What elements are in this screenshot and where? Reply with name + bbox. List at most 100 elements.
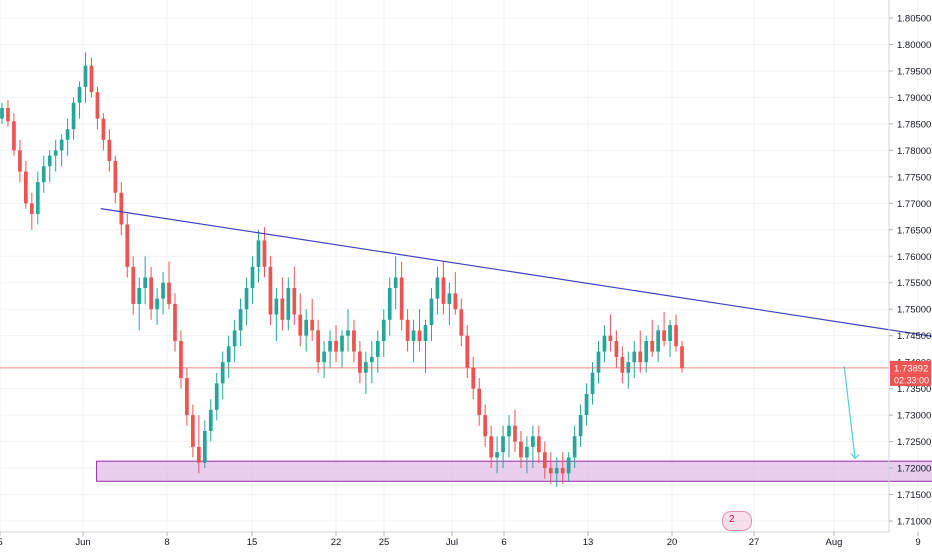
candle-body (668, 325, 672, 341)
candle-body (596, 351, 601, 373)
candle-body (602, 335, 607, 352)
chart-badge[interactable]: 2 (722, 511, 752, 531)
candle-body (316, 330, 320, 363)
candle-body (173, 303, 177, 341)
candle-body (650, 340, 655, 352)
candle-body (447, 293, 452, 304)
y-tick-label: 1.71000 (897, 517, 931, 528)
descending-trendline[interactable] (100, 208, 932, 363)
candle-body (268, 266, 273, 315)
y-tick-label: 1.78000 (897, 146, 931, 157)
candle-body (369, 356, 374, 363)
candle-body (304, 319, 309, 336)
candle-body (6, 108, 10, 122)
projection-arrow[interactable] (843, 366, 856, 459)
candle-body (65, 129, 70, 140)
candle-body (513, 425, 517, 442)
candle-body (280, 298, 285, 320)
candle-body (83, 65, 88, 87)
candle-body (12, 121, 16, 151)
candle-body (423, 325, 428, 341)
y-tick-label: 1.76500 (897, 225, 931, 236)
candle-body (208, 409, 213, 431)
candle-body (674, 325, 678, 347)
candle-body (459, 309, 464, 336)
candle-body (89, 65, 94, 93)
y-tick-label: 1.78500 (897, 119, 931, 130)
candle-body (286, 288, 291, 320)
candle-body (346, 330, 350, 336)
candle-body (441, 277, 446, 304)
candle-body (292, 288, 297, 315)
candle-body (352, 330, 356, 352)
candle-body (226, 346, 231, 363)
y-tick-label: 1.73500 (897, 384, 931, 395)
candle-body (322, 351, 326, 363)
candle-body (167, 282, 171, 304)
candle-body (429, 298, 434, 326)
candle-body (179, 340, 183, 379)
candle-body (340, 335, 344, 352)
candle-body (578, 415, 583, 437)
badge-label: 2 (729, 514, 735, 525)
candle-body (560, 468, 565, 474)
candle-body (638, 351, 643, 363)
candle-body (119, 192, 124, 225)
candle-body (554, 468, 559, 474)
x-tick-label: 13 (583, 537, 594, 548)
x-tick-label: 6 (501, 537, 506, 548)
candle-body (465, 335, 470, 368)
candle-body (244, 288, 249, 310)
candle-body (519, 441, 523, 458)
candle-body (113, 160, 118, 193)
candlestick-series (0, 52, 684, 487)
countdown-label: 02:33:00 (894, 375, 929, 385)
candle-body (191, 415, 195, 447)
candle-body (101, 118, 106, 140)
candle-body (411, 330, 416, 341)
y-tick-label: 1.71500 (897, 490, 931, 501)
x-tick-label: 9 (915, 537, 920, 548)
x-tick-label: 5 (0, 537, 3, 548)
candle-body (77, 86, 82, 103)
candle-body (214, 383, 219, 410)
candle-body (53, 150, 58, 156)
candle-body (536, 436, 541, 453)
candle-body (143, 277, 148, 289)
candle-body (35, 182, 40, 214)
last-price-tag (890, 360, 931, 374)
y-tick-label: 1.80000 (897, 40, 931, 51)
candle-body (477, 388, 482, 416)
candle-body (405, 319, 410, 341)
candle-body (417, 330, 422, 341)
y-tick-label: 1.74500 (897, 331, 931, 342)
candle-body (155, 298, 159, 310)
candle-body (399, 277, 404, 320)
support-zone-layer (96, 460, 932, 482)
candle-body (29, 203, 34, 214)
candle-body (632, 351, 637, 363)
support-zone-rect[interactable] (96, 460, 932, 482)
candle-body (453, 293, 458, 310)
candle-body (381, 319, 386, 341)
candle-body (435, 277, 440, 299)
candle-body (548, 468, 553, 474)
candle-body (334, 340, 338, 352)
arrow-head-icon (850, 453, 860, 460)
candle-body (358, 351, 362, 373)
y-tick-label: 1.76000 (897, 252, 931, 263)
x-tick-label: 22 (331, 537, 342, 548)
candle-body (507, 425, 511, 437)
last-price-label: 1.73892 (894, 363, 928, 374)
x-tick-label: 8 (164, 537, 169, 548)
candle-body (149, 277, 153, 310)
candle-body (644, 340, 649, 363)
candle-body (107, 139, 112, 161)
y-tick-label: 1.75500 (897, 278, 931, 289)
candle-body (471, 367, 476, 389)
y-tick-label: 1.73000 (897, 411, 931, 422)
x-tick-label: 20 (667, 537, 678, 548)
candle-body (125, 224, 130, 267)
